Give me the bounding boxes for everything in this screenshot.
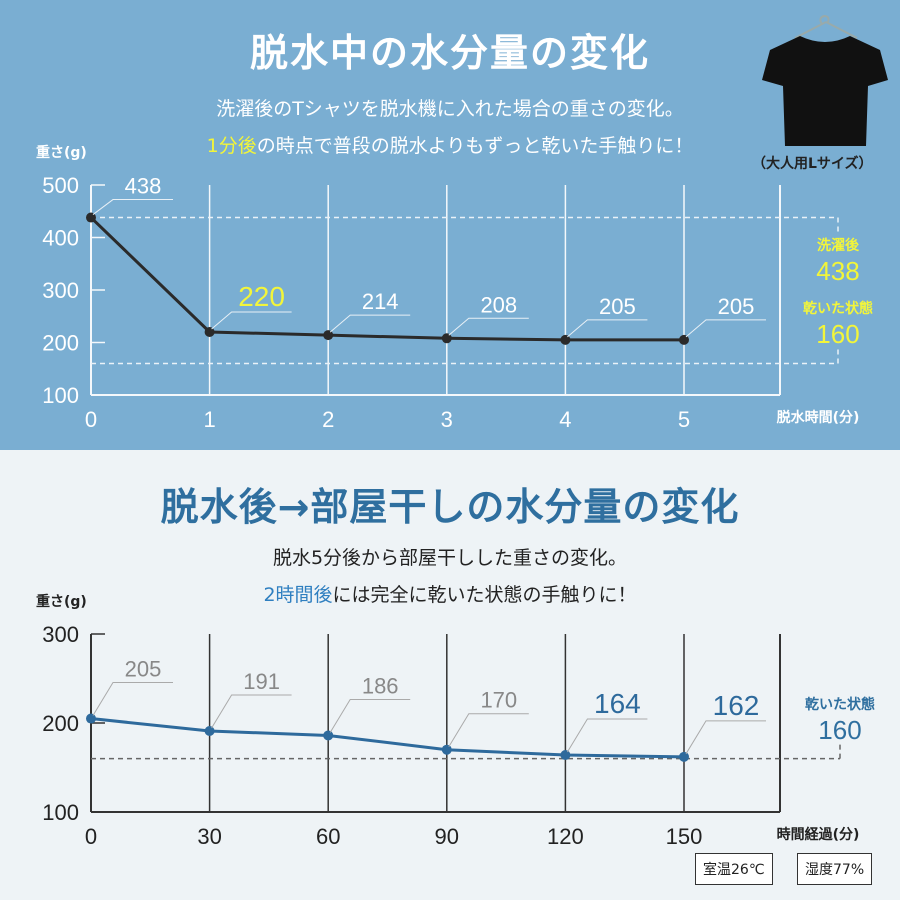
data-label: 214: [362, 289, 399, 314]
x-axis-title: 時間経過(分): [777, 826, 860, 843]
y-tick-label: 300: [42, 278, 79, 303]
x-tick-label: 30: [197, 824, 221, 849]
y-tick-label: 200: [42, 711, 79, 736]
data-point: [204, 726, 215, 737]
data-label-leader: [685, 319, 766, 338]
data-label: 186: [362, 673, 399, 698]
data-label-leader: [92, 199, 173, 215]
room-temp-badge: 室温26℃: [695, 853, 773, 885]
data-label: 205: [599, 294, 636, 319]
y-tick-label: 300: [42, 622, 79, 647]
x-tick-label: 150: [666, 824, 703, 849]
data-label-leader: [566, 718, 648, 753]
x-tick-label: 1: [203, 407, 215, 432]
data-label-leader: [211, 694, 292, 729]
top-subtitle-rest: の時点で普段の脱水よりもずっと乾いた手触りに！: [256, 135, 694, 157]
reference-label: 洗濯後: [817, 237, 860, 254]
data-point: [323, 330, 334, 341]
top-title: 脱水中の水分量の変化: [249, 31, 650, 75]
reference-value: 438: [816, 256, 859, 286]
data-point: [560, 334, 571, 345]
y-tick-label: 100: [42, 800, 79, 825]
top-subtitle-1: 洗濯後のTシャツを脱水機に入れた場合の重さの変化。: [216, 98, 684, 120]
bottom-subtitle-2: 2時間後には完全に乾いた状態の手触りに！: [0, 580, 900, 607]
top-subtitle-2: 1分後の時点で普段の脱水よりもずっと乾いた手触りに！: [0, 131, 900, 158]
data-label: 191: [243, 669, 280, 694]
reference-label: 乾いた状態: [803, 300, 873, 317]
humidity-badge: 湿度77%: [797, 853, 873, 885]
data-line: [89, 216, 684, 342]
data-label-leader: [329, 698, 411, 733]
data-point: [323, 730, 334, 741]
data-label: 205: [125, 657, 162, 682]
top-panel: [0, 0, 900, 450]
x-axis-title: 脱水時間(分): [777, 409, 860, 426]
data-point: [441, 744, 452, 755]
bottom-subtitle-rest: には完全に乾いた状態の手触りに！: [332, 584, 637, 606]
data-point: [441, 333, 452, 344]
data-point: [679, 751, 689, 762]
data-line: [90, 717, 685, 759]
y-tick-label: 400: [42, 226, 79, 251]
x-tick-label: 2: [322, 407, 334, 432]
bottom-panel: [0, 450, 900, 900]
data-label-leader: [329, 314, 411, 333]
y-axis-title: 重さ(g): [36, 144, 87, 161]
data-label: 208: [480, 292, 517, 317]
reference-label: 乾いた状態: [805, 696, 875, 713]
data-point: [86, 713, 96, 724]
bottom-subtitle-1: 脱水5分後から部屋干しした重さの変化。: [272, 547, 628, 569]
x-tick-label: 60: [316, 824, 340, 849]
bottom-highlight: 2時間後: [263, 584, 333, 606]
x-tick-label: 0: [85, 824, 97, 849]
size-label: （大人用Lサイズ）: [752, 156, 873, 172]
data-point: [560, 750, 571, 761]
bottom-title: 脱水後→部屋干しの水分量の変化: [160, 485, 740, 529]
data-label: 205: [718, 294, 755, 319]
data-point: [86, 212, 96, 223]
data-label-leader: [211, 311, 292, 330]
y-tick-label: 500: [42, 173, 79, 198]
data-label-leader: [685, 720, 766, 755]
x-tick-label: 3: [441, 407, 453, 432]
x-tick-label: 120: [547, 824, 584, 849]
x-tick-label: 4: [559, 407, 571, 432]
top-highlight: 1分後: [206, 135, 257, 157]
data-label-leader: [448, 713, 529, 747]
data-label: 438: [125, 174, 162, 199]
data-label: 162: [713, 690, 760, 721]
reference-value: 160: [818, 715, 861, 745]
data-label-leader: [92, 682, 173, 716]
data-label: 170: [480, 688, 517, 713]
data-point: [679, 334, 689, 345]
reference-value: 160: [816, 319, 859, 349]
data-label-leader: [567, 319, 648, 338]
x-tick-label: 90: [435, 824, 459, 849]
y-tick-label: 100: [42, 383, 79, 408]
x-tick-label: 5: [678, 407, 690, 432]
data-label-leader: [448, 317, 529, 336]
y-axis-title: 重さ(g): [36, 593, 87, 610]
data-point: [204, 327, 215, 337]
x-tick-label: 0: [85, 407, 97, 432]
data-label: 164: [594, 688, 641, 719]
y-tick-label: 200: [42, 331, 79, 356]
data-label: 220: [238, 281, 285, 312]
